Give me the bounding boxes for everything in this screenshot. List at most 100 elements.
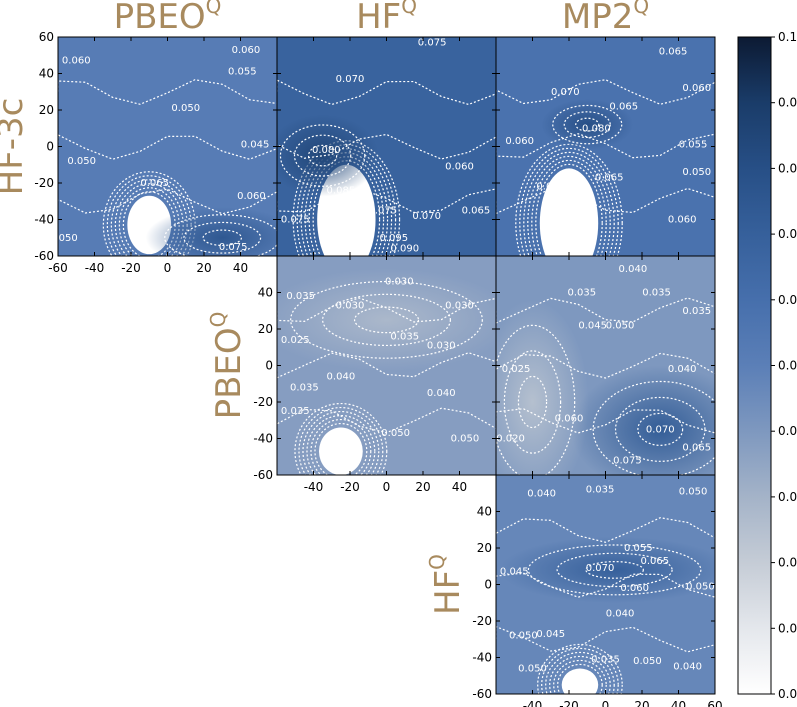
contour-label: 0.085 [327, 185, 356, 196]
contour-line [553, 659, 607, 694]
y-tick-label: -40 [472, 651, 492, 665]
contour-line [575, 117, 600, 132]
x-tick-label: 40 [671, 699, 686, 707]
y-tick-label: -60 [34, 249, 54, 263]
y-tick-label: 20 [477, 541, 492, 555]
contour-label: 0.040 [606, 609, 635, 620]
contour-label: 0.075 [281, 215, 310, 226]
contour-label: 0.060 [505, 136, 534, 147]
x-tick-label: -20 [121, 261, 141, 275]
contour-label: 0.075 [418, 37, 447, 48]
y-tick-label: 40 [477, 505, 492, 519]
contour-label: 0.090 [390, 244, 419, 255]
contour-line [298, 406, 384, 475]
contour-label: 0.025 [281, 335, 310, 346]
y-tick-label: 40 [39, 67, 54, 81]
contour-line [523, 151, 615, 256]
row-title-hf: HFQ [425, 554, 468, 615]
undefined-region [561, 668, 599, 694]
x-tick-label: 0 [602, 699, 610, 707]
contour-label: 0.075 [613, 455, 642, 466]
contour-line [503, 350, 562, 454]
contour-label: 0.065 [462, 205, 491, 216]
y-tick-label: 40 [258, 286, 273, 300]
contour-label: 0.040 [327, 371, 356, 382]
contour-line [58, 134, 277, 160]
undefined-region [318, 427, 363, 475]
contour-line [302, 410, 380, 475]
contour-line [294, 402, 388, 475]
contour-label: 0.040 [668, 364, 697, 375]
contour-label: 0.060 [668, 215, 697, 226]
panel-field: 0.035 0.030 0.035 0.030 0.030 0.025 0.030 0.040… [277, 256, 496, 475]
contour-label: 0.035 [281, 406, 310, 417]
x-tick-label: 0 [164, 261, 172, 275]
column-title-mp2: MP2Q [562, 0, 649, 37]
panel-field: 0.040 0.035 0.050 0.055 0.070 0.065 0.045 0.060… [496, 475, 715, 694]
contour-line [549, 655, 611, 694]
high-value-region [499, 536, 715, 604]
contour-label: 0.050 [633, 656, 662, 667]
contour-label: 0.065 [595, 173, 624, 184]
x-tick-label: -40 [523, 699, 543, 707]
contour-label: 0.075 [369, 205, 398, 216]
y-tick-label: 0 [265, 359, 273, 373]
contour-label: 0.025 [502, 364, 531, 375]
contour-label: 0.050 [686, 581, 715, 592]
contour-line [296, 144, 397, 256]
contour-label: 0.050 [518, 663, 547, 674]
contour-label: 0.050 [171, 103, 200, 114]
contour-line [496, 187, 715, 215]
contour-label: 0.035 [286, 291, 315, 302]
contour-line [202, 229, 243, 247]
column-title-pbeo: PBEOQ [114, 0, 222, 37]
contour-label: 0.070 [412, 211, 441, 222]
contour-label: 0.045 [500, 567, 529, 578]
x-tick-label: -40 [304, 480, 324, 494]
contour-label: 0.030 [385, 277, 414, 288]
contour-label: 0.050 [606, 320, 635, 331]
colorbar-tick-label: 0.00 [778, 687, 797, 701]
contour-label: 0.035 [390, 331, 419, 342]
contour-line [307, 144, 338, 167]
panel-hf-vs-mp2: 0.040 0.035 0.050 0.055 0.070 0.065 0.045 0.060… [472, 474, 723, 707]
x-tick-label: 40 [452, 480, 467, 494]
contour-label: 0.095 [379, 233, 408, 244]
contour-line [496, 625, 715, 653]
contour-label: 0.035 [591, 654, 620, 665]
contour-line [535, 163, 603, 256]
contour-label: 0.050 [682, 167, 711, 178]
contour-label: 0.050 [49, 233, 78, 244]
contour-line [519, 147, 619, 256]
contour-line [496, 79, 715, 105]
y-tick-label: -20 [253, 395, 273, 409]
contour-line [277, 79, 496, 106]
high-value-region [145, 207, 277, 256]
contour-line [277, 352, 496, 379]
contour-label: 0.060 [682, 83, 711, 94]
contour-label: 0.065 [682, 443, 711, 454]
contour-line [531, 159, 607, 256]
heatmap-panels: 0.060 0.060 0.055 0.050 0.045 0.050 0.065 0.060… [34, 30, 723, 707]
contour-label: 0.055 [624, 543, 653, 554]
contour-line [556, 552, 673, 588]
colorbar-tick-label: 0.03 [778, 490, 797, 504]
low-value-region [496, 299, 589, 475]
panel-hf-3c-vs-pbeo: 0.060 0.060 0.055 0.050 0.045 0.050 0.065 0.060… [34, 30, 278, 275]
contour-line [306, 414, 376, 475]
contour-line [496, 297, 715, 324]
colorbar-tick-label: 0.01 [778, 621, 797, 635]
panel-field: 0.075 0.070 0.080 0.060 0.085 0.075 0.075 0.070… [277, 37, 496, 256]
contour-label: 0.030 [445, 300, 474, 311]
contour-line [557, 663, 603, 694]
contour-line [164, 214, 277, 256]
contour-label: 0.060 [445, 162, 474, 173]
y-tick-label: -40 [34, 213, 54, 227]
panel-field: 0.060 0.060 0.055 0.050 0.045 0.050 0.065 0.060… [49, 37, 277, 256]
contour-label: 0.040 [527, 488, 556, 499]
contour-label: 0.060 [620, 583, 649, 594]
contour-label: 0.065 [659, 47, 688, 58]
x-tick-label: -20 [340, 480, 360, 494]
